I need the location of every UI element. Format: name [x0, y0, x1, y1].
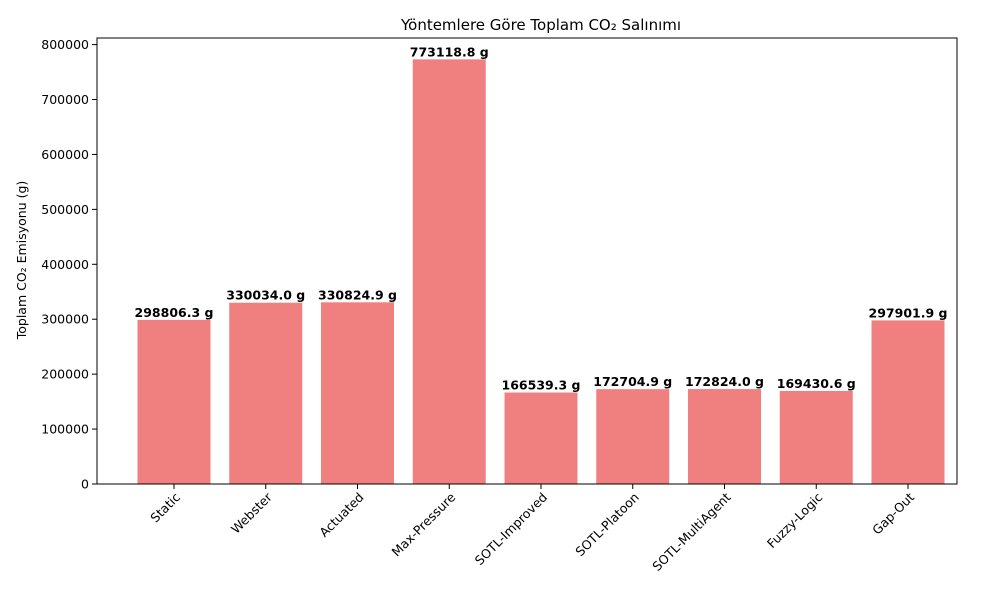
- chart-title: Yöntemlere Göre Toplam CO₂ Salınımı: [400, 16, 681, 34]
- plot-frame: [96, 37, 958, 485]
- bar: [688, 389, 761, 484]
- x-tick-label: Max-Pressure: [389, 489, 459, 559]
- y-tick-label: 300000: [41, 312, 89, 327]
- x-tick-label: SOTL-Improved: [472, 490, 550, 568]
- y-axis-title: Toplam CO₂ Emisyonu (g): [14, 181, 29, 341]
- data-labels: 298806.3 g 330034.0 g 330824.9 g 773118.8 g…: [135, 44, 948, 392]
- x-tick-label: Static: [147, 489, 183, 525]
- y-tick-label: 800000: [41, 37, 89, 52]
- x-tick-label: SOTL-Platoon: [572, 490, 642, 560]
- data-label: 172704.9 g: [593, 374, 672, 389]
- x-tick-label: Fuzzy-Logic: [764, 489, 826, 551]
- bar: [779, 390, 853, 484]
- data-label: 773118.8 g: [410, 44, 489, 59]
- x-tick-label: Gap-Out: [869, 489, 917, 537]
- y-tick-label: 400000: [41, 257, 89, 272]
- y-tick-label: 700000: [41, 92, 89, 107]
- y-tick-label: 100000: [41, 422, 89, 437]
- data-label: 166539.3 g: [502, 378, 581, 393]
- data-label: 172824.0 g: [685, 374, 764, 389]
- bars-group: [137, 59, 945, 485]
- bar: [596, 389, 670, 484]
- data-label: 169430.6 g: [777, 376, 856, 391]
- bar: [321, 302, 394, 484]
- y-tick-label: 500000: [41, 202, 89, 217]
- bar: [229, 302, 303, 484]
- bar: [504, 392, 578, 484]
- x-tick-label: SOTL-MultiAgent: [649, 489, 733, 573]
- y-tick-label: 0: [81, 477, 89, 492]
- data-label: 330034.0 g: [226, 288, 305, 303]
- x-tick-label: Webster: [228, 489, 276, 537]
- data-label: 297901.9 g: [869, 305, 948, 320]
- x-tick-labels: Static Webster Actuated Max-Pressure SOTL-Im…: [147, 484, 917, 574]
- y-tick-labels: 0 100000 200000 300000 400000 500000 600000 700…: [41, 37, 97, 492]
- x-tick-label: Actuated: [316, 490, 366, 540]
- bar: [412, 59, 486, 485]
- y-tick-label: 600000: [41, 147, 89, 162]
- data-label: 298806.3 g: [135, 305, 214, 320]
- bar: [137, 319, 211, 484]
- data-label: 330824.9 g: [318, 287, 397, 302]
- y-tick-label: 200000: [41, 367, 89, 382]
- bar: [871, 320, 945, 484]
